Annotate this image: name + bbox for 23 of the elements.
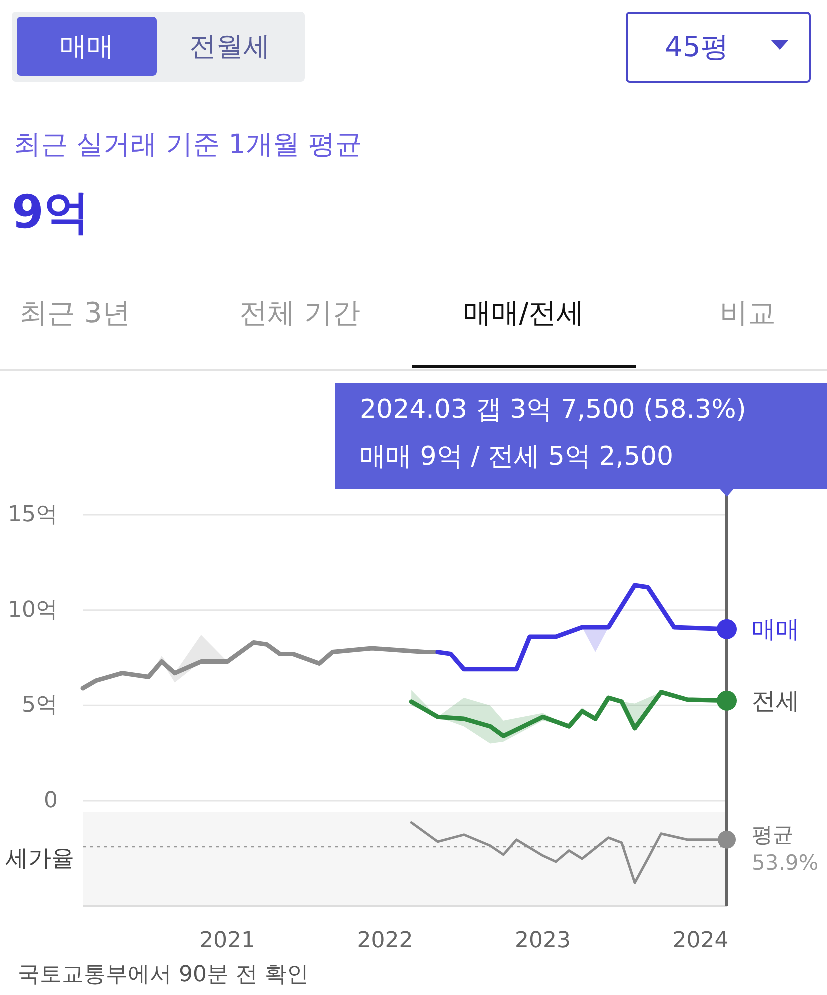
y-tick-label: 15억 (8, 502, 58, 528)
y-tick-label: 0 (44, 788, 58, 814)
y-tick-label: 5억 (22, 693, 58, 718)
x-tick-label: 2023 (515, 928, 571, 954)
text: 전월세 (190, 32, 270, 62)
text: 9억 (12, 185, 90, 239)
ref-line-label: 평균 53.9% (752, 822, 819, 875)
text: 최근 3년 (20, 296, 130, 330)
series-label: 매매 (752, 615, 800, 644)
y-tick-label: 10억 (8, 598, 58, 623)
x-tick-label: 2021 (200, 928, 256, 954)
series-label: 전세 (752, 686, 800, 715)
x-tick-label: 2024 (672, 928, 729, 954)
text: 최근 실거래 기준 1개월 평균 (14, 130, 363, 160)
text: 전체 기간 (240, 296, 360, 330)
text: 국토교통부에서 90분 전 확인 (18, 962, 309, 988)
text: 45평 (665, 30, 729, 64)
tooltip: 2024.03 갭 3억 7,500 (58.3%) 매매 9억 / 전세 5억 2,500 (335, 383, 827, 497)
text: 비교 (720, 296, 776, 330)
text: 매매/전세 (463, 296, 585, 330)
y-axis-title: 세가율 (6, 846, 74, 872)
text: 매매 (60, 32, 114, 62)
x-tick-label: 2022 (357, 928, 414, 954)
